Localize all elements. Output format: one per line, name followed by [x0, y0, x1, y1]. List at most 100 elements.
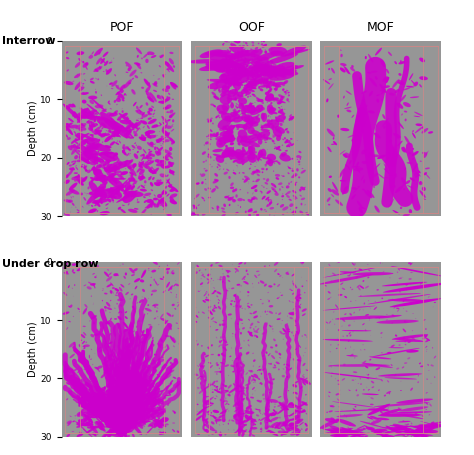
Ellipse shape	[412, 130, 414, 132]
Ellipse shape	[383, 85, 390, 88]
Ellipse shape	[257, 152, 261, 162]
Ellipse shape	[286, 376, 288, 378]
Ellipse shape	[201, 181, 204, 184]
Ellipse shape	[273, 128, 282, 137]
Ellipse shape	[236, 407, 240, 409]
Ellipse shape	[296, 432, 300, 436]
Ellipse shape	[232, 76, 234, 78]
Ellipse shape	[98, 197, 103, 203]
Ellipse shape	[300, 195, 302, 197]
Ellipse shape	[340, 54, 343, 57]
Ellipse shape	[213, 287, 215, 288]
Ellipse shape	[410, 272, 413, 273]
Ellipse shape	[168, 184, 171, 187]
Ellipse shape	[389, 92, 395, 96]
Ellipse shape	[74, 82, 82, 90]
Ellipse shape	[237, 41, 241, 44]
Ellipse shape	[376, 377, 377, 378]
Ellipse shape	[265, 137, 268, 141]
Ellipse shape	[159, 122, 162, 125]
Ellipse shape	[167, 323, 172, 330]
Ellipse shape	[82, 85, 83, 87]
Ellipse shape	[234, 431, 237, 434]
Ellipse shape	[302, 375, 305, 378]
Ellipse shape	[91, 166, 95, 171]
Ellipse shape	[249, 334, 253, 337]
Ellipse shape	[243, 87, 245, 88]
Ellipse shape	[235, 53, 240, 57]
Ellipse shape	[265, 425, 271, 429]
Ellipse shape	[293, 335, 294, 336]
Ellipse shape	[234, 408, 241, 412]
Ellipse shape	[87, 426, 100, 429]
Ellipse shape	[215, 411, 216, 412]
Ellipse shape	[233, 75, 234, 76]
Ellipse shape	[166, 214, 169, 216]
Ellipse shape	[283, 421, 284, 423]
Ellipse shape	[266, 178, 269, 182]
Ellipse shape	[109, 312, 111, 313]
Ellipse shape	[277, 203, 279, 205]
Ellipse shape	[299, 422, 304, 425]
Ellipse shape	[89, 355, 90, 359]
Ellipse shape	[147, 142, 154, 147]
Ellipse shape	[73, 129, 74, 130]
Ellipse shape	[162, 137, 166, 140]
Ellipse shape	[267, 204, 268, 206]
Ellipse shape	[216, 386, 218, 387]
Ellipse shape	[206, 136, 208, 137]
Ellipse shape	[267, 70, 272, 73]
Ellipse shape	[423, 334, 427, 337]
Ellipse shape	[110, 131, 115, 134]
Ellipse shape	[304, 292, 305, 293]
Ellipse shape	[220, 73, 225, 77]
Ellipse shape	[149, 167, 153, 171]
Ellipse shape	[289, 313, 294, 315]
Ellipse shape	[150, 284, 152, 286]
Ellipse shape	[119, 141, 121, 143]
Ellipse shape	[145, 162, 148, 165]
Ellipse shape	[219, 59, 239, 67]
Ellipse shape	[328, 291, 330, 293]
Ellipse shape	[92, 167, 96, 171]
Ellipse shape	[112, 287, 115, 289]
Ellipse shape	[66, 174, 69, 178]
Ellipse shape	[238, 390, 245, 392]
Ellipse shape	[138, 176, 145, 180]
Ellipse shape	[222, 74, 228, 78]
Ellipse shape	[76, 51, 84, 55]
Ellipse shape	[349, 334, 351, 337]
Ellipse shape	[262, 136, 263, 137]
Ellipse shape	[369, 356, 392, 359]
Ellipse shape	[109, 179, 112, 182]
Ellipse shape	[170, 115, 171, 116]
Ellipse shape	[376, 99, 379, 103]
Ellipse shape	[273, 283, 275, 285]
Ellipse shape	[246, 406, 250, 409]
Ellipse shape	[272, 65, 298, 76]
Ellipse shape	[394, 374, 396, 376]
Ellipse shape	[82, 393, 86, 397]
Ellipse shape	[235, 70, 237, 71]
Ellipse shape	[208, 119, 212, 123]
Ellipse shape	[213, 105, 216, 107]
Ellipse shape	[204, 429, 207, 431]
Ellipse shape	[403, 301, 404, 302]
Ellipse shape	[271, 74, 273, 77]
Ellipse shape	[261, 126, 264, 129]
Ellipse shape	[99, 186, 105, 192]
Ellipse shape	[275, 362, 280, 364]
Ellipse shape	[277, 422, 285, 425]
Ellipse shape	[94, 116, 98, 118]
Ellipse shape	[249, 313, 252, 314]
Ellipse shape	[130, 349, 133, 354]
Ellipse shape	[232, 264, 233, 265]
Ellipse shape	[111, 188, 118, 197]
Ellipse shape	[219, 128, 224, 131]
Ellipse shape	[89, 181, 99, 194]
Ellipse shape	[156, 135, 157, 136]
Ellipse shape	[254, 170, 259, 173]
Ellipse shape	[110, 187, 113, 191]
Ellipse shape	[328, 176, 332, 178]
Ellipse shape	[95, 426, 98, 428]
